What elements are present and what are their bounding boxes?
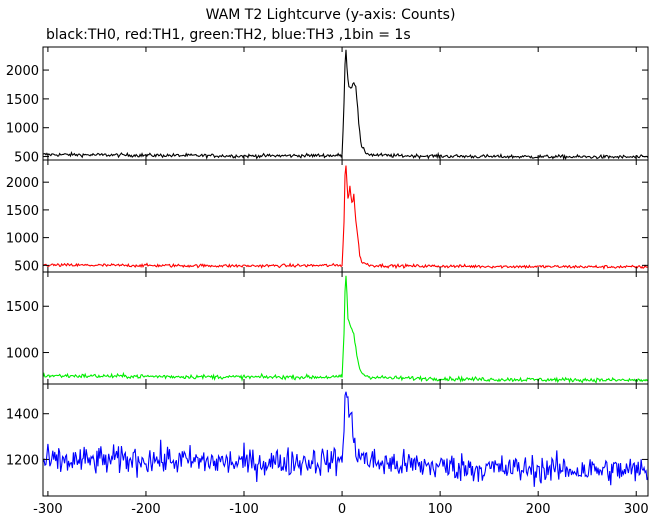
- panel-frame-TH3: [42, 383, 649, 497]
- y-tick-label-TH1-1000: 1000: [6, 232, 39, 247]
- x-tick-label-200: 200: [526, 502, 551, 515]
- x-tick-label--200: -200: [131, 502, 161, 515]
- series-line-TH3: [42, 391, 649, 487]
- y-tick-label-TH1-2000: 2000: [6, 176, 39, 191]
- series-line-TH2: [42, 275, 649, 384]
- y-tick-label-TH0-1000: 1000: [6, 122, 39, 137]
- series-line-TH0: [42, 49, 649, 161]
- chart-subtitle: black:TH0, red:TH1, green:TH2, blue:TH3 …: [46, 27, 411, 43]
- chart-title: WAM T2 Lightcurve (y-axis: Counts): [205, 7, 456, 23]
- y-tick-label-TH3-1400: 1400: [6, 408, 39, 423]
- x-tick-label-300: 300: [624, 502, 649, 515]
- x-tick-label--100: -100: [229, 502, 259, 515]
- y-tick-label-TH2-1500: 1500: [6, 300, 39, 315]
- y-tick-label-TH2-1000: 1000: [6, 347, 39, 362]
- y-tick-label-TH1-500: 500: [14, 259, 39, 274]
- y-tick-label-TH0-500: 500: [14, 151, 39, 166]
- y-tick-label-TH3-1200: 1200: [6, 453, 39, 468]
- series-line-TH1: [42, 165, 649, 270]
- y-tick-label-TH1-1500: 1500: [6, 204, 39, 219]
- y-tick-label-TH0-1500: 1500: [6, 93, 39, 108]
- y-tick-label-TH0-2000: 2000: [6, 64, 39, 79]
- x-tick-label-100: 100: [428, 502, 453, 515]
- x-tick-label--300: -300: [33, 502, 63, 515]
- x-tick-label-0: 0: [338, 502, 346, 515]
